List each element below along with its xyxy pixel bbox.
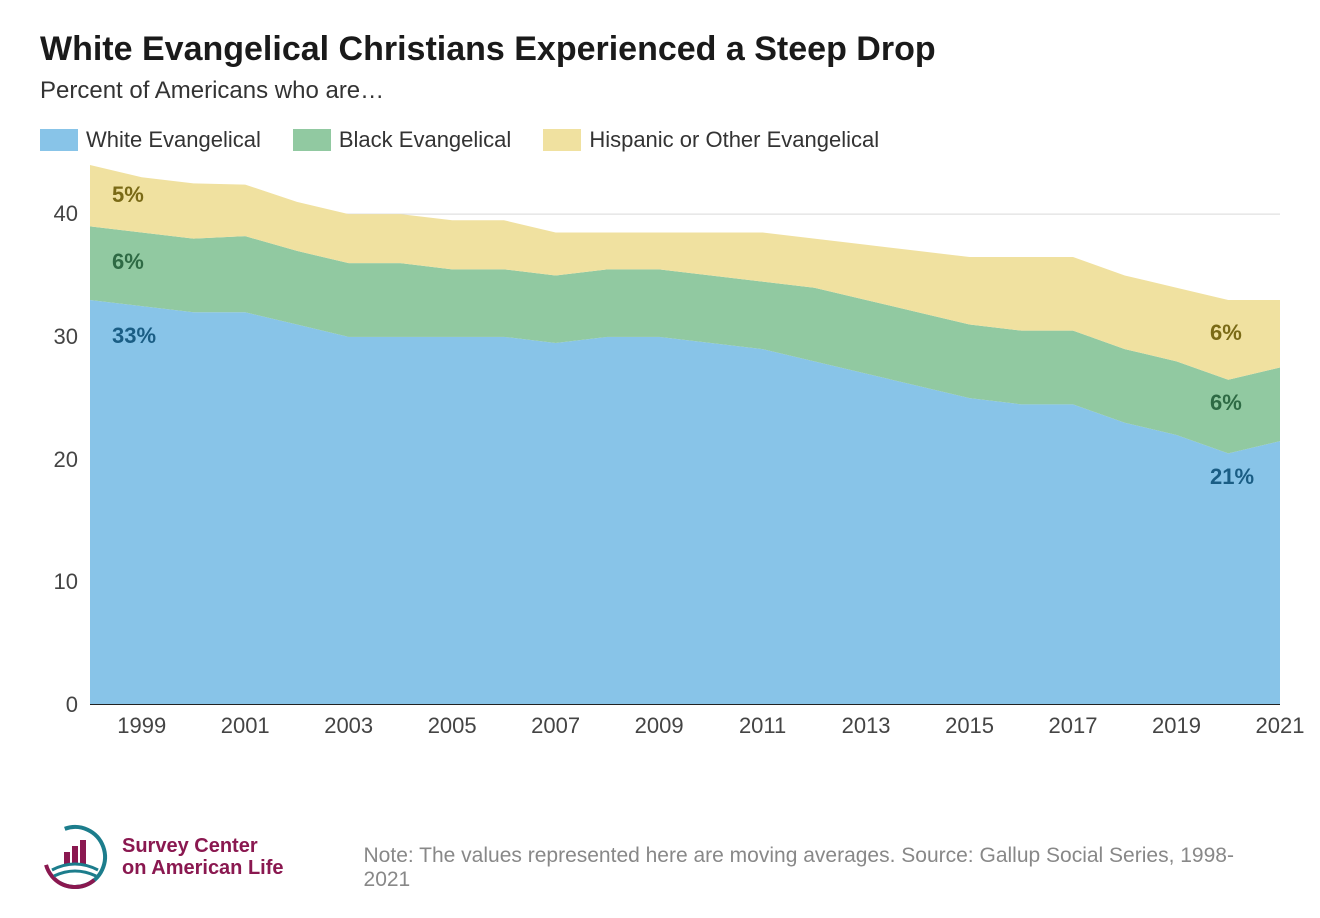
x-tick-label: 2011	[739, 713, 786, 739]
y-axis: 0 10 20 30 40	[40, 165, 84, 745]
y-tick-label: 30	[54, 324, 78, 350]
logo: Survey Center on American Life	[40, 822, 284, 892]
x-tick-label: 2007	[531, 713, 580, 739]
logo-line-2: on American Life	[122, 857, 284, 879]
legend-label: White Evangelical	[86, 127, 261, 153]
chart-area: 0 10 20 30 40 5% 6% 33% 6% 6% 21% 1999 2001 2003 200…	[40, 165, 1280, 745]
legend-item: Black Evangelical	[293, 127, 511, 153]
x-tick-label: 2009	[635, 713, 684, 739]
logo-text: Survey Center on American Life	[122, 835, 284, 879]
data-label: 33%	[112, 323, 156, 349]
source-note: Note: The values represented here are mo…	[364, 844, 1280, 892]
y-tick-label: 0	[66, 692, 78, 718]
chart-subtitle: Percent of Americans who are…	[40, 77, 1280, 105]
logo-line-1: Survey Center	[122, 835, 284, 857]
y-tick-label: 40	[54, 201, 78, 227]
chart-title: White Evangelical Christians Experienced…	[40, 30, 1280, 69]
x-tick-label: 1999	[117, 713, 166, 739]
x-tick-label: 2019	[1152, 713, 1201, 739]
x-tick-label: 2021	[1256, 713, 1305, 739]
footer: Survey Center on American Life Note: The…	[40, 822, 1280, 892]
x-tick-label: 2015	[945, 713, 994, 739]
legend-label: Black Evangelical	[339, 127, 511, 153]
x-tick-label: 2001	[221, 713, 270, 739]
legend-swatch	[40, 129, 78, 151]
logo-icon	[40, 822, 110, 892]
legend-swatch	[543, 129, 581, 151]
plot-area: 5% 6% 33% 6% 6% 21%	[90, 165, 1280, 705]
legend-label: Hispanic or Other Evangelical	[589, 127, 879, 153]
legend-item: White Evangelical	[40, 127, 261, 153]
data-label: 21%	[1210, 464, 1254, 490]
stacked-area-svg	[90, 165, 1280, 705]
x-tick-label: 2013	[842, 713, 891, 739]
data-label: 5%	[112, 182, 144, 208]
data-label: 6%	[1210, 320, 1242, 346]
legend-swatch	[293, 129, 331, 151]
x-tick-label: 2017	[1049, 713, 1098, 739]
y-tick-label: 20	[54, 447, 78, 473]
data-label: 6%	[112, 249, 144, 275]
x-axis: 1999 2001 2003 2005 2007 2009 2011 2013 2015 2017…	[90, 705, 1280, 745]
x-tick-label: 2005	[428, 713, 477, 739]
legend: White Evangelical Black Evangelical Hispan…	[40, 127, 1280, 153]
legend-item: Hispanic or Other Evangelical	[543, 127, 879, 153]
data-label: 6%	[1210, 390, 1242, 416]
x-tick-label: 2003	[324, 713, 373, 739]
y-tick-label: 10	[54, 569, 78, 595]
